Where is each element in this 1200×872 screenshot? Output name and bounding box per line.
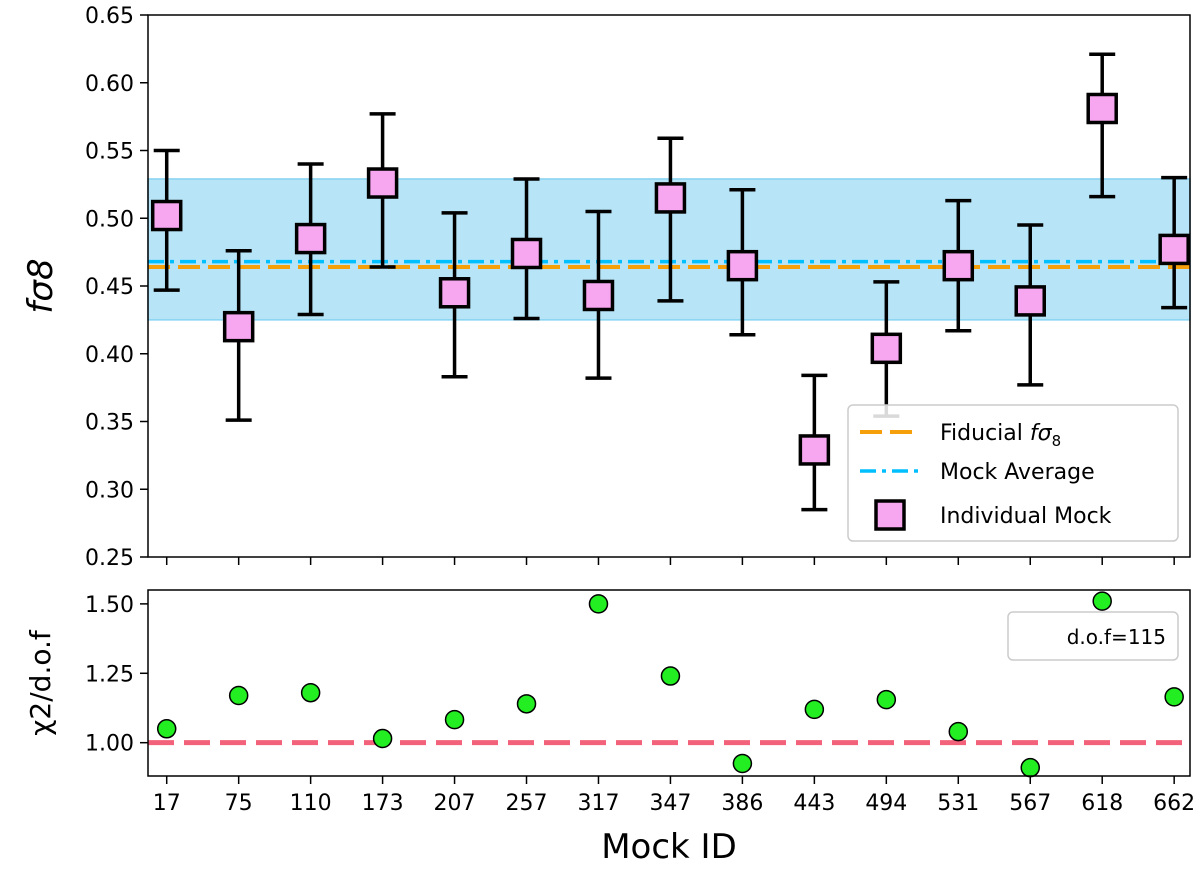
legend-label-fiducial: Fiducial fσ8 [940,421,1061,450]
legend-box [847,404,1179,542]
x-tick-label: 531 [937,791,979,816]
chi2-point [804,699,825,720]
bottom-axes-frame [147,589,1191,777]
chi2-point [948,721,969,742]
chi2-point [228,685,249,706]
data-point [510,237,543,270]
data-point [438,277,471,309]
x-tick-label: 567 [1009,791,1051,816]
y-tick-label: 0.35 [85,411,134,436]
chi2-point [1092,591,1112,611]
y-tick-label: 0.55 [85,140,134,165]
x-tick-label: 17 [153,791,181,816]
x-axis-label: Mock ID [601,827,737,867]
x-tick-label: 618 [1081,791,1123,816]
chi2-point [516,694,537,714]
data-point [942,249,975,282]
data-point [294,222,327,255]
data-point [582,279,615,312]
x-tick-label: 494 [865,791,907,816]
x-tick-label: 173 [362,791,404,816]
y-tick-label: 0.30 [85,478,134,503]
chi2-point [300,682,321,703]
legend-swatch-mock [874,499,906,531]
data-point [1014,285,1046,317]
x-tick-label: 317 [577,791,619,816]
chi2-point [156,719,177,739]
data-point [222,310,255,343]
y-tick-label: 1.00 [85,732,134,757]
x-tick-label: 257 [506,791,548,816]
y-tick-label: 0.45 [85,275,134,300]
y-tick-label: 0.50 [85,207,134,232]
dof-box [1007,611,1179,661]
y-tick-label: 0.65 [85,4,134,29]
legend: Fiducial fσ8 Mock Average Individual Mock [847,404,1179,542]
chi2-point [444,709,465,730]
x-tick-label: 443 [793,791,835,816]
y-tick-label: 1.50 [85,593,134,618]
data-point [1086,92,1118,125]
y-tick-label: 0.40 [85,343,134,368]
x-tick-label: 347 [649,791,691,816]
data-point [726,249,759,282]
chi2-point [876,689,897,710]
chi2-point [372,728,393,749]
y-tick-label: 0.60 [85,72,134,97]
y-tick-label: 1.25 [85,662,134,687]
chi2-point [588,594,609,614]
data-point [150,199,183,232]
x-tick-label: 386 [721,791,763,816]
x-tick-label: 662 [1153,791,1195,816]
data-point [1158,233,1190,266]
legend-label-average: Mock Average [940,460,1095,485]
chi2-point [660,666,681,686]
chi2-point [732,753,753,774]
data-point [870,332,903,365]
chi2-point [1020,757,1040,778]
y-tick-label: 0.25 [85,546,134,571]
data-point [366,167,399,199]
dof-label: d.o.f=115 [1067,625,1166,649]
y-axis-label: fσ8 [21,258,61,313]
data-point [798,434,831,466]
legend-label-mock: Individual Mock [940,504,1112,529]
dof-annotation: d.o.f=115 [1007,611,1179,661]
x-tick-label: 75 [225,791,253,816]
x-tick-label: 110 [290,791,332,816]
x-tick-label: 207 [434,791,476,816]
chi2-point [1164,687,1184,707]
y-axis-label-chi2: χ2/d.o.f [24,629,57,736]
data-point [654,182,687,214]
